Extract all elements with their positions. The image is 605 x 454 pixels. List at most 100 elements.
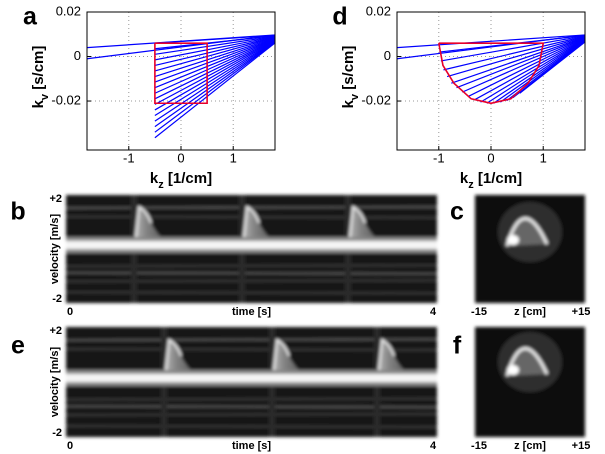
image-band — [66, 241, 437, 249]
y-tick-label: +2 — [49, 193, 62, 205]
sampling-outline — [437, 42, 545, 105]
y-axis-label-sub: v — [39, 93, 51, 100]
image-spot — [507, 365, 519, 375]
x-tick-label: 4 — [430, 306, 437, 318]
image-streak — [65, 271, 438, 275]
image-spot — [507, 235, 519, 245]
x-axis-label-unit: [1/cm] — [474, 170, 522, 187]
fan-line — [154, 42, 275, 139]
panel-label: e — [11, 332, 25, 360]
y-axis-label-unit: [s/cm] — [30, 46, 47, 94]
image-streak — [65, 279, 438, 283]
y-tick-label: -2 — [52, 293, 62, 305]
image — [65, 195, 438, 303]
x-axis-label: time [s] — [232, 306, 271, 318]
fan-line — [154, 37, 275, 78]
x-axis-label-unit: [1/cm] — [164, 170, 212, 187]
plot-marks — [397, 34, 585, 105]
x-axis-label-sub: z — [158, 179, 164, 191]
image-tooth-edge — [348, 205, 366, 246]
fan-line — [154, 39, 275, 105]
y-axis-label: kv [s/cm] — [340, 46, 361, 109]
image-streak — [65, 291, 438, 295]
fan-line — [451, 36, 585, 84]
fan-line — [154, 38, 275, 89]
image — [65, 327, 438, 437]
image-band — [66, 374, 437, 382]
image-tooth-edge — [164, 338, 182, 379]
fan-line — [446, 36, 585, 78]
fan-line — [519, 41, 585, 94]
fan-line — [154, 42, 275, 133]
fan-line — [154, 37, 275, 83]
fan-line — [397, 34, 585, 49]
x-axis-label: kz [1/cm] — [150, 170, 212, 191]
image-tooth-edge — [272, 338, 290, 379]
x-axis-label-main: k — [460, 170, 469, 187]
image — [475, 195, 585, 303]
image-streak — [65, 405, 438, 409]
x-tick-label: 4 — [430, 440, 437, 452]
sampling-outline — [154, 42, 208, 105]
y-tick-label: -0.02 — [51, 92, 81, 107]
image-streak — [65, 397, 438, 401]
fan-line — [154, 40, 275, 111]
x-tick-label: 1 — [230, 150, 237, 165]
y-axis-label-main: k — [30, 99, 47, 108]
x-tick-label: 0 — [67, 440, 73, 452]
image-streak — [65, 413, 438, 416]
y-tick-label: 0.02 — [366, 3, 391, 18]
x-tick-label: 0 — [177, 150, 184, 165]
fan-line — [154, 37, 275, 72]
x-tick-label: 0 — [487, 150, 494, 165]
y-axis-label: velocity [m/s] — [49, 347, 61, 418]
panel-label: d — [332, 3, 347, 31]
x-tick-label: -1 — [123, 150, 135, 165]
y-tick-label: 0 — [384, 48, 391, 63]
plot-frame — [86, 11, 276, 151]
x-axis-label: z [cm] — [514, 440, 546, 452]
fan-line — [154, 41, 275, 122]
fan-line — [154, 36, 275, 67]
image-streak — [65, 425, 438, 428]
fan-line — [154, 41, 275, 128]
fan-line — [440, 35, 585, 62]
fan-line — [480, 38, 585, 103]
fan-line — [462, 37, 585, 93]
x-tick-label: 0 — [67, 306, 73, 318]
image-tooth-edge — [377, 338, 395, 379]
y-tick-label: 0.02 — [56, 3, 81, 18]
image-tooth-edge — [242, 205, 260, 246]
x-tick-label: -15 — [471, 306, 487, 318]
plot-frame — [396, 11, 586, 151]
fan-line — [154, 36, 275, 61]
x-tick-label: +15 — [572, 440, 591, 452]
image-streak — [65, 264, 438, 268]
y-tick-label: -2 — [52, 427, 62, 439]
x-tick-label: -1 — [433, 150, 445, 165]
fan-line — [500, 40, 585, 103]
fan-line — [154, 38, 275, 94]
fan-line — [443, 35, 585, 71]
fan-line — [456, 37, 585, 89]
fan-line — [467, 37, 585, 98]
panel-label: a — [23, 3, 38, 31]
x-tick-label: +15 — [572, 306, 591, 318]
y-tick-label: +2 — [49, 325, 62, 337]
x-tick-label: 1 — [540, 150, 547, 165]
x-tick-label: -15 — [471, 440, 487, 452]
x-axis-label: z [cm] — [514, 306, 546, 318]
y-axis-label-main: k — [340, 99, 357, 108]
fan-line — [154, 35, 275, 55]
plot-marks — [87, 34, 275, 139]
fan-line — [473, 38, 585, 101]
x-axis-label: time [s] — [232, 440, 271, 452]
panel-label: f — [453, 332, 462, 360]
image — [475, 327, 585, 437]
y-axis-label-unit: [s/cm] — [340, 46, 357, 94]
panel-label: b — [10, 198, 25, 226]
x-axis-label-main: k — [150, 170, 159, 187]
y-tick-label: 0 — [74, 48, 81, 63]
y-axis-label: velocity [m/s] — [49, 214, 61, 285]
